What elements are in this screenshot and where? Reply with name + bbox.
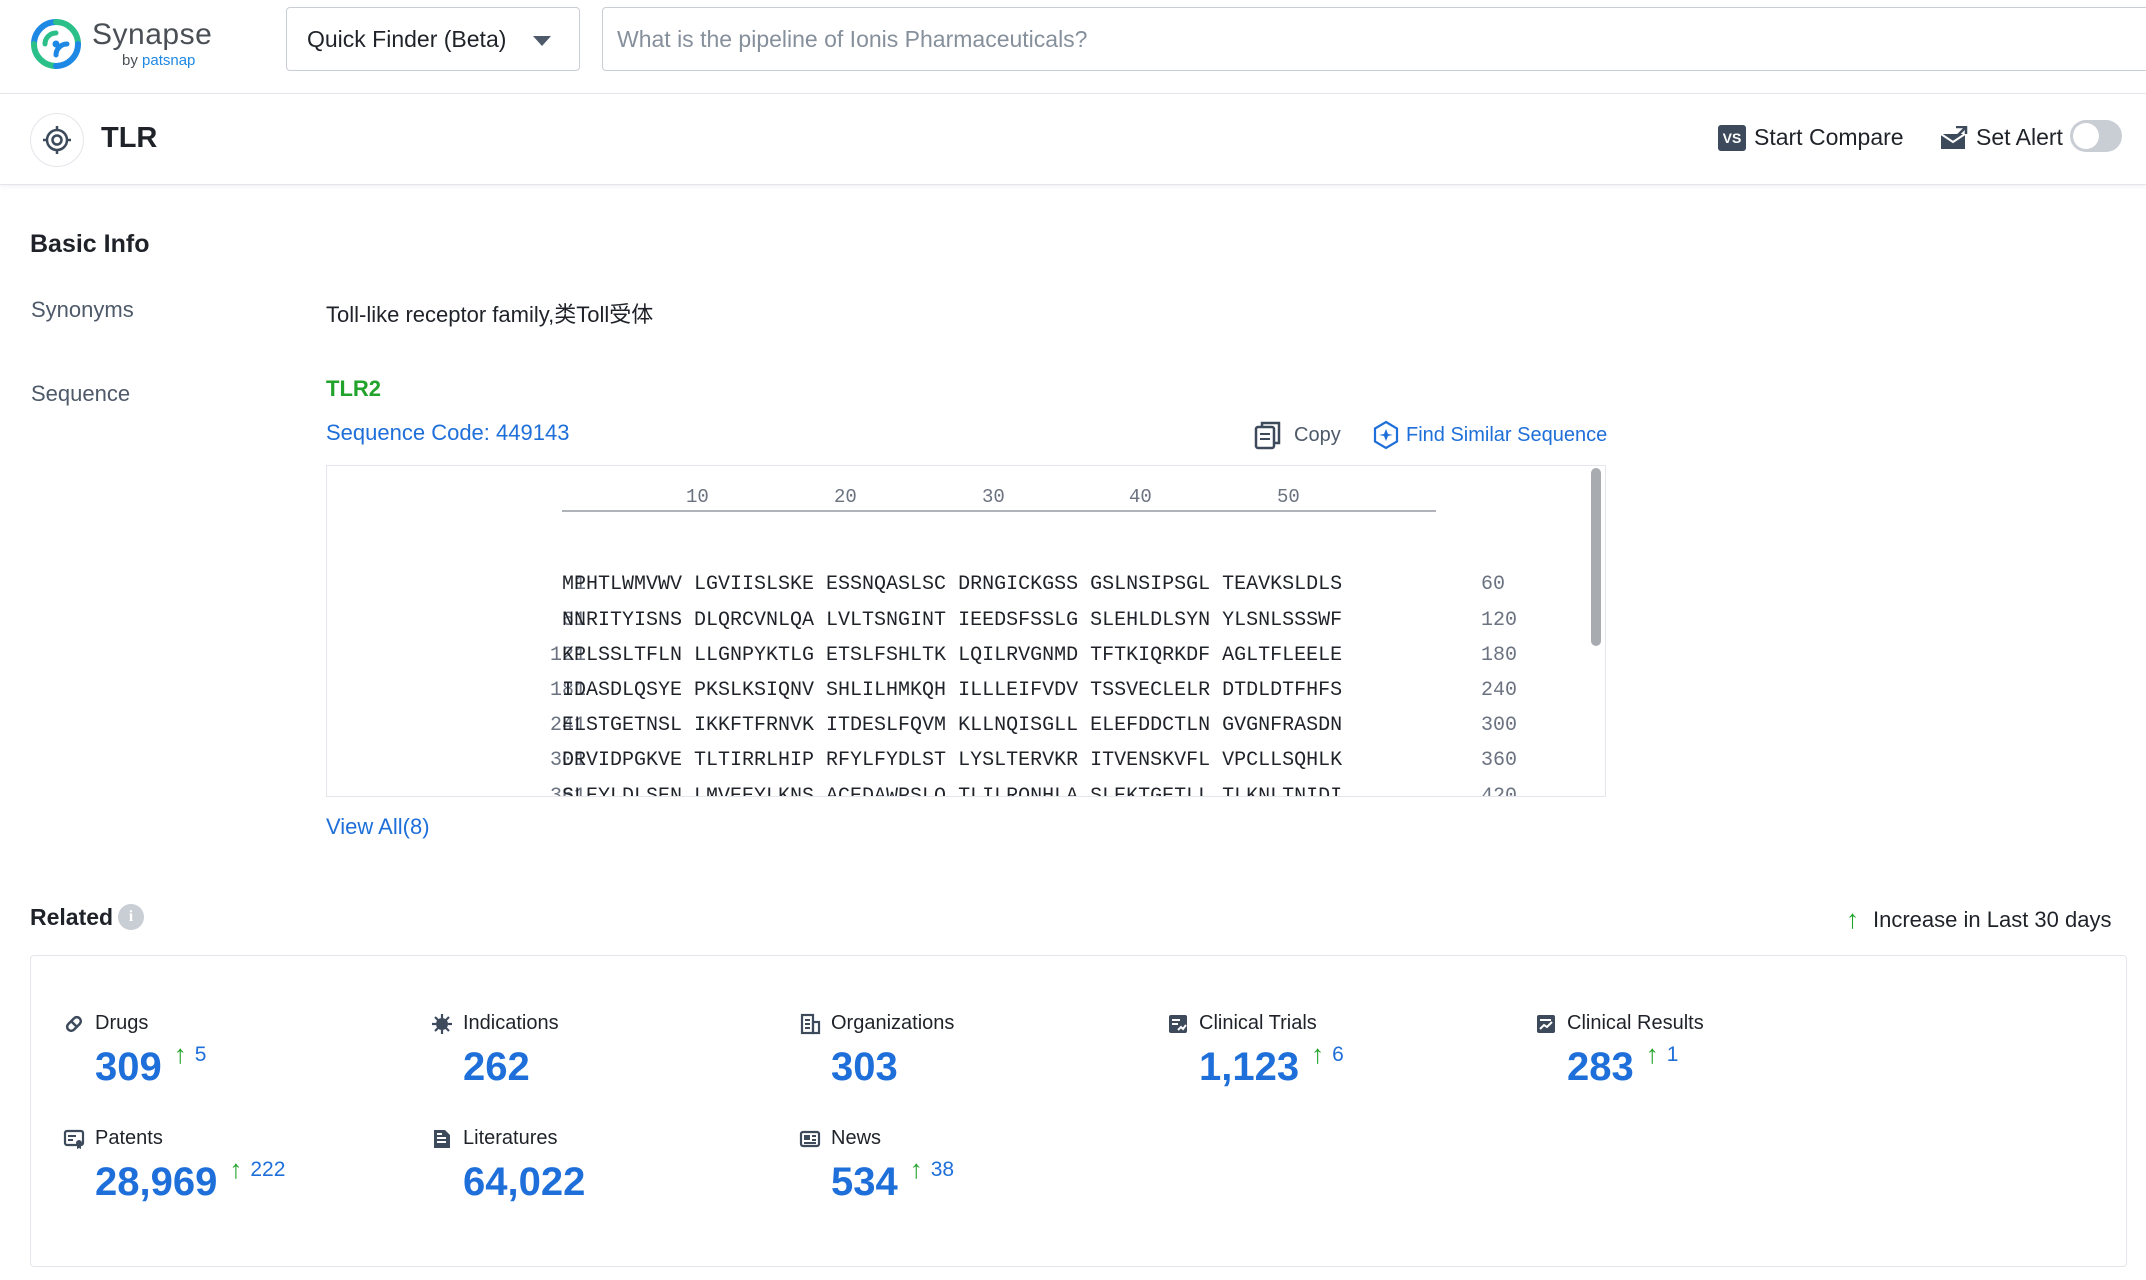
synonyms-value: Toll-like receptor family,类Toll受体 — [326, 297, 653, 329]
stat-increase: ↑222 — [229, 1154, 285, 1185]
set-alert-label: Set Alert — [1976, 124, 2063, 151]
brand-byline: by patsnap — [122, 53, 212, 68]
up-arrow-icon: ↑ — [1311, 1039, 1324, 1070]
sequence-row: 301DRVIDPGKVE TLTIRRLHIP RFYLFYDLST LYSL… — [327, 726, 375, 756]
stat-organizations[interactable]: Organizations 303 — [799, 1012, 954, 1090]
stat-label: Patents — [95, 1127, 163, 1150]
stat-indications[interactable]: Indications 262 — [431, 1012, 559, 1090]
stat-clinical-trials[interactable]: Clinical Trials 1,123 ↑6 — [1167, 1012, 1344, 1090]
stat-label: Clinical Trials — [1199, 1012, 1317, 1035]
stat-drugs[interactable]: Drugs 309 ↑5 — [63, 1012, 206, 1090]
stat-value: 309 — [95, 1045, 162, 1090]
quick-finder-select[interactable]: Quick Finder (Beta) — [286, 7, 580, 71]
caret-down-icon — [533, 36, 551, 46]
sequence-label: Sequence — [31, 381, 130, 407]
certificate-icon — [63, 1128, 85, 1150]
sequence-row: 121KPLSSLTFLN LLGNPYKTLG ETSLFSHLTK LQIL… — [327, 621, 375, 651]
hexagon-search-icon — [1372, 420, 1400, 450]
up-arrow-icon: ↑ — [229, 1154, 242, 1185]
synonyms-label: Synonyms — [31, 297, 134, 323]
ruler-tick: 20 — [834, 486, 857, 508]
sequence-row: 241ELSTGETNSL IKKFTFRNVK ITDESLFQVM KLLN… — [327, 691, 375, 721]
up-arrow-icon: ↑ — [910, 1154, 923, 1185]
stat-value: 534 — [831, 1160, 898, 1205]
stat-label: Clinical Results — [1567, 1012, 1704, 1035]
start-compare-label: Start Compare — [1754, 124, 1904, 151]
up-arrow-icon: ↑ — [1846, 904, 1859, 935]
basic-info-title: Basic Info — [30, 230, 149, 259]
stat-literatures[interactable]: Literatures 64,022 — [431, 1127, 585, 1205]
stat-increase: ↑38 — [910, 1154, 954, 1185]
pill-icon — [63, 1013, 85, 1035]
stat-value: 64,022 — [463, 1160, 585, 1205]
page-title: TLR — [101, 122, 157, 155]
stat-label: Drugs — [95, 1012, 148, 1035]
stat-value: 303 — [831, 1045, 898, 1090]
stat-value: 283 — [1567, 1045, 1634, 1090]
ruler-tick: 40 — [1129, 486, 1152, 508]
sequence-row: 361SLEYLDLSEN LMVEEYLKNS ACEDAWPSLQ TLIL… — [327, 762, 375, 792]
stat-patents[interactable]: Patents 28,969 ↑222 — [63, 1127, 285, 1205]
synapse-logo-icon — [30, 18, 82, 70]
find-similar-sequence-button[interactable]: Find Similar Sequence — [1372, 420, 1607, 450]
ruler-tick: 50 — [1277, 486, 1300, 508]
sequence-scrollbar[interactable] — [1591, 468, 1601, 646]
copy-icon — [1254, 420, 1282, 450]
synapse-logo[interactable]: Synapse by patsnap — [30, 16, 212, 72]
stat-label: Indications — [463, 1012, 559, 1035]
increase-legend: ↑ Increase in Last 30 days — [1846, 904, 2111, 935]
stat-news[interactable]: News 534 ↑38 — [799, 1127, 954, 1205]
ruler-tick: 10 — [686, 486, 709, 508]
view-all-link[interactable]: View All(8) — [326, 814, 430, 840]
target-header: TLR VS Start Compare Set Alert — [0, 94, 2146, 185]
up-arrow-icon: ↑ — [174, 1039, 187, 1070]
find-similar-label: Find Similar Sequence — [1406, 424, 1607, 447]
sequence-name: TLR2 — [326, 376, 381, 402]
up-arrow-icon: ↑ — [1646, 1039, 1659, 1070]
top-bar: Synapse by patsnap Quick Finder (Beta) — [0, 0, 2146, 94]
brand-name: Synapse — [92, 20, 212, 50]
search-input[interactable] — [602, 7, 2146, 71]
stat-increase: ↑6 — [1311, 1039, 1344, 1070]
newspaper-icon — [799, 1128, 821, 1150]
stat-value: 1,123 — [1199, 1045, 1299, 1090]
sequence-viewer[interactable]: 10 20 30 40 50 1MPHTLWMVWV LGVIISLSKE ES… — [326, 465, 1606, 797]
sequence-ruler: 10 20 30 40 50 — [562, 486, 1436, 512]
clipboard-icon — [1167, 1013, 1189, 1035]
related-stats-panel: Drugs 309 ↑5 Indications 262 Organizatio… — [30, 955, 2127, 1267]
virus-icon — [431, 1013, 453, 1035]
stat-increase: ↑5 — [174, 1039, 207, 1070]
copy-label: Copy — [1294, 424, 1341, 447]
stat-value: 28,969 — [95, 1160, 217, 1205]
sequence-row: 61NNRITYISNS DLQRCVNLQA LVLTSNGINT IEEDS… — [327, 586, 375, 616]
stat-value: 262 — [463, 1045, 530, 1090]
stat-label: Literatures — [463, 1127, 558, 1150]
stat-label: Organizations — [831, 1012, 954, 1035]
compare-icon: VS — [1718, 125, 1746, 151]
ruler-tick: 30 — [982, 486, 1005, 508]
stat-increase: ↑1 — [1646, 1039, 1679, 1070]
stat-label: News — [831, 1127, 881, 1150]
sequence-code-link[interactable]: Sequence Code: 449143 — [326, 420, 569, 446]
building-icon — [799, 1013, 821, 1035]
quick-finder-label: Quick Finder (Beta) — [307, 26, 506, 53]
legend-label: Increase in Last 30 days — [1873, 907, 2111, 933]
set-alert-button[interactable]: Set Alert — [1940, 124, 2063, 151]
alert-toggle[interactable] — [2070, 120, 2122, 152]
target-icon — [30, 113, 84, 167]
sequence-row: 181IDASDLQSYE PKSLKSIQNV SHLILHMKQH ILLL… — [327, 656, 375, 686]
chart-doc-icon — [1535, 1013, 1557, 1035]
document-icon — [431, 1128, 453, 1150]
alert-mail-icon — [1940, 126, 1968, 150]
info-icon[interactable]: i — [118, 904, 144, 930]
sequence-row: 1MPHTLWMVWV LGVIISLSKE ESSNQASLSC DRNGIC… — [327, 550, 375, 580]
copy-button[interactable]: Copy — [1254, 420, 1341, 450]
related-title: Related — [30, 904, 113, 931]
start-compare-button[interactable]: VS Start Compare — [1718, 124, 1904, 151]
stat-clinical-results[interactable]: Clinical Results 283 ↑1 — [1535, 1012, 1704, 1090]
